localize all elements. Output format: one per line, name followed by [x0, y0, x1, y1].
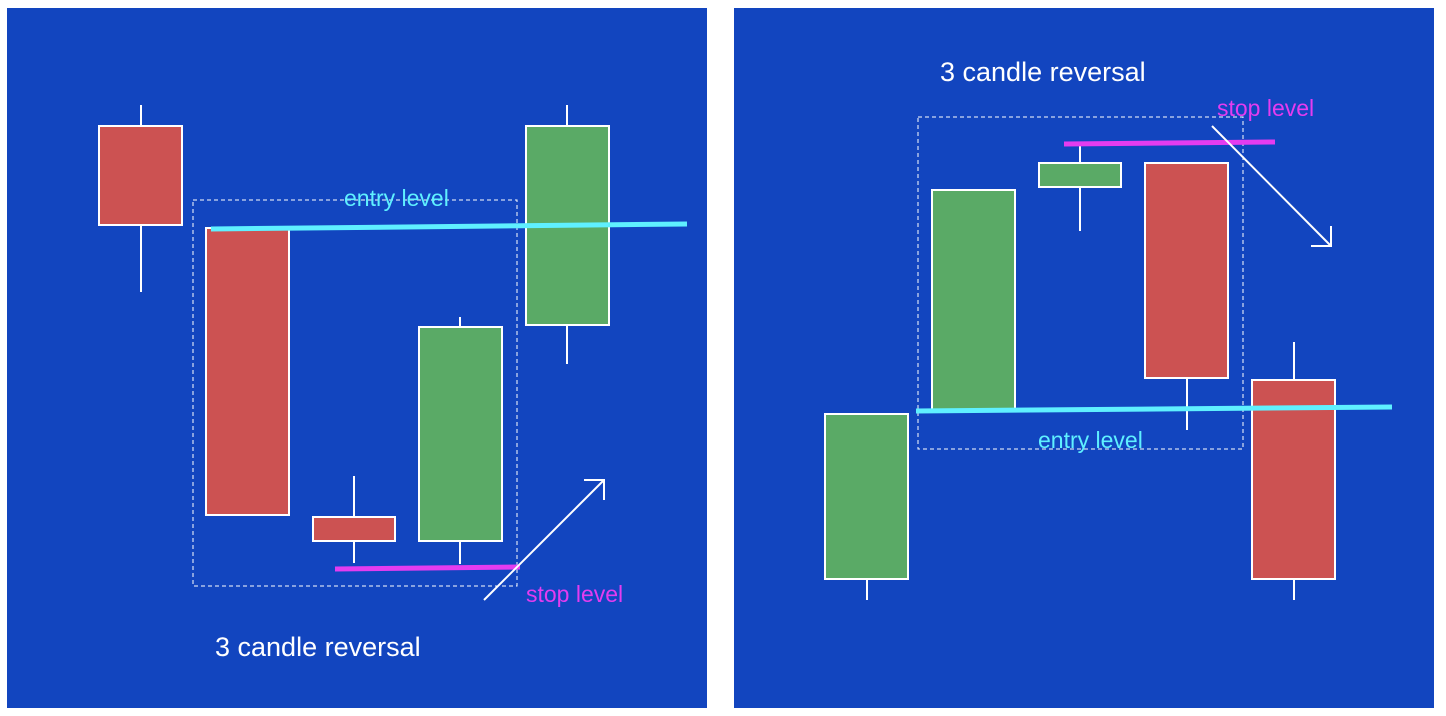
arrow-up-right-icon [483, 479, 605, 601]
arrow-down-right-icon [1211, 125, 1332, 247]
candle-2-body [931, 189, 1016, 411]
candle-4-body [418, 326, 503, 542]
candle-3-body [1038, 162, 1122, 188]
entry-level-label: entry level [344, 185, 449, 211]
pattern-dashed-box [192, 199, 518, 587]
candle-5-body [1251, 379, 1336, 580]
candle-3-body [312, 516, 396, 542]
candle-3-bearish [312, 476, 396, 563]
right-diagram-canvas [734, 8, 1434, 708]
candle-4-bearish [1144, 162, 1229, 430]
candle-2-bullish [931, 189, 1016, 411]
panel-background [7, 8, 707, 708]
entry-level-label: entry level [1038, 427, 1143, 453]
candle-1-bullish [824, 413, 909, 600]
panel-background [734, 8, 1434, 708]
left-diagram-canvas [7, 8, 707, 708]
entry-level-line [210, 221, 688, 232]
candle-1-body [98, 125, 183, 226]
candle-4-bullish [418, 317, 503, 564]
stop-level-line [334, 564, 521, 572]
stop-level-label: stop level [526, 581, 624, 607]
left-diagram-panel: entry level stop level 3 candle reversal [7, 8, 707, 708]
diagram-title: 3 candle reversal [215, 632, 421, 662]
candle-5-bullish [525, 105, 610, 364]
stop-level-label: stop level [1217, 95, 1315, 121]
right-diagram-panel: 3 candle reversal stop level entry level [734, 8, 1434, 708]
candle-3-bullish [1038, 142, 1122, 231]
diagram-title: 3 candle reversal [940, 57, 1146, 87]
candle-2-body [205, 227, 290, 516]
candle-1-bearish [98, 105, 183, 292]
entry-level-line [915, 404, 1393, 414]
stop-level-line [1063, 139, 1276, 147]
candle-4-body [1144, 162, 1229, 379]
candle-2-bearish [205, 227, 290, 516]
pattern-dashed-box [917, 116, 1244, 450]
candle-1-body [824, 413, 909, 580]
candle-5-bearish [1251, 342, 1336, 600]
